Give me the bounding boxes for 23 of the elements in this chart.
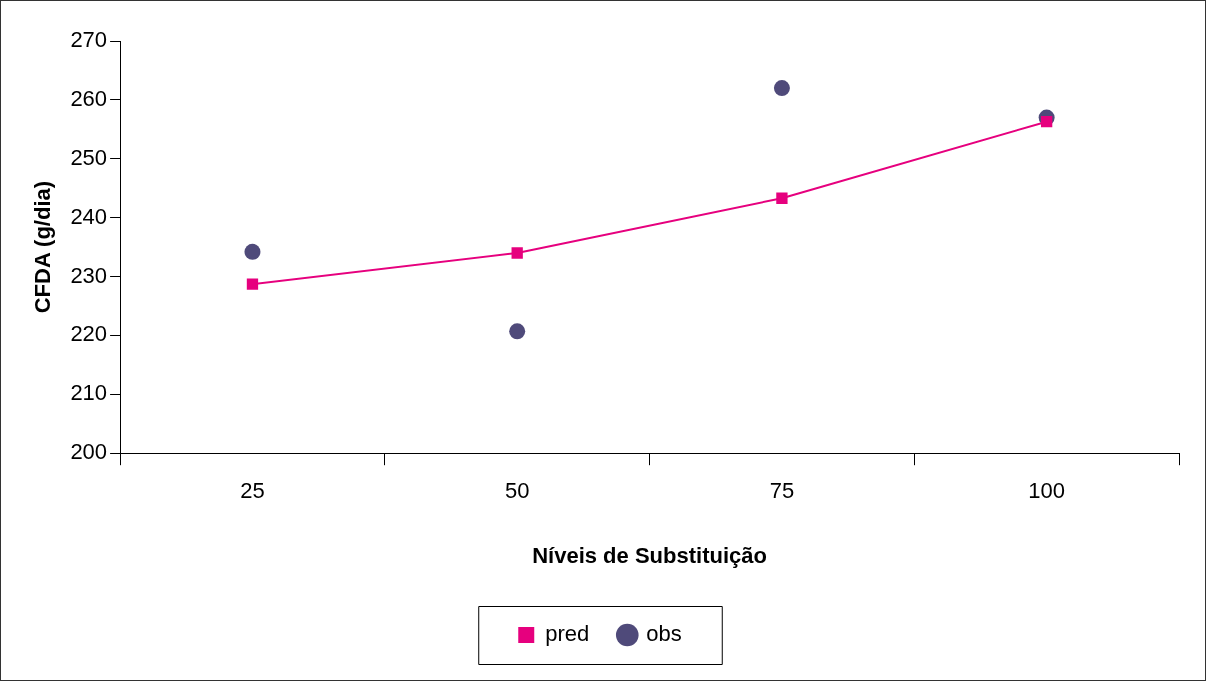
- point: [773, 80, 790, 97]
- y-tick-label: 230: [70, 262, 108, 288]
- x-tick-label: 75: [769, 478, 795, 504]
- y-tick-label: 260: [70, 85, 108, 111]
- y-tick-label: 240: [70, 203, 108, 229]
- y-tick-label: 200: [70, 439, 108, 465]
- y-axis-title: CFDA (g/dia): [30, 180, 56, 314]
- point: [244, 243, 261, 260]
- point: [1040, 116, 1053, 128]
- legend-label: pred: [545, 621, 590, 647]
- x-axis-title: Níveis de Substituição: [532, 542, 767, 568]
- y-tick-label: 250: [70, 144, 108, 170]
- point: [776, 192, 788, 204]
- y-tick-label: 220: [70, 321, 108, 347]
- x-tick-label: 100: [1028, 478, 1065, 504]
- point: [246, 278, 259, 290]
- y-tick-label: 270: [70, 27, 108, 53]
- point: [509, 323, 526, 340]
- y-tick-label: 210: [70, 380, 108, 406]
- point: [511, 247, 523, 259]
- legend-label: obs: [646, 621, 682, 647]
- x-tick-label: 25: [240, 478, 265, 504]
- x-tick-label: 50: [504, 478, 530, 504]
